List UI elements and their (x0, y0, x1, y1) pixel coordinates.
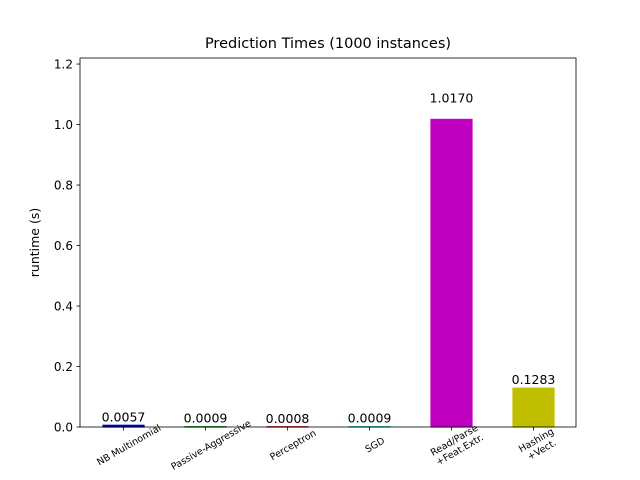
y-tick-label: 0.8 (54, 178, 73, 192)
y-axis-label: runtime (s) (27, 208, 42, 277)
bar-value-label: 0.1283 (512, 372, 556, 387)
x-tick-label: NB Multinomial (95, 423, 163, 469)
x-tick-label: Hashing+Vect. (517, 426, 561, 464)
y-tick-label: 0.4 (54, 299, 73, 313)
bar (512, 387, 555, 428)
value-labels-group: 0.0057 0.0009 0.0008 0.0009 1.0170 0.1283 (102, 90, 556, 425)
plot-background (80, 58, 576, 427)
bar-value-label: 0.0009 (184, 411, 228, 426)
y-tick-label: 1.0 (54, 118, 73, 132)
y-tick-label: 0.2 (54, 360, 73, 374)
y-tick-label: 0.6 (54, 239, 73, 253)
chart-title: Prediction Times (1000 instances) (205, 36, 451, 52)
x-tick-label: Read/Parse+Feat.Extr. (429, 423, 486, 469)
y-tick-label: 0.0 (54, 420, 73, 434)
bar-value-label: 1.0170 (430, 90, 474, 105)
bars-group (102, 118, 555, 428)
bar-value-label: 0.0057 (102, 409, 146, 424)
x-tick-label: SGD (364, 436, 387, 456)
bar-value-label: 0.0008 (266, 411, 310, 426)
y-tick-label: 1.2 (54, 57, 73, 71)
bar-value-label: 0.0009 (348, 411, 392, 426)
plot-frame (79, 57, 577, 428)
bar (430, 118, 473, 428)
x-tick-label: Perceptron (268, 428, 318, 463)
y-axis-ticks: 0.0 0.2 0.4 0.6 0.8 1.0 1.2 (54, 57, 80, 434)
